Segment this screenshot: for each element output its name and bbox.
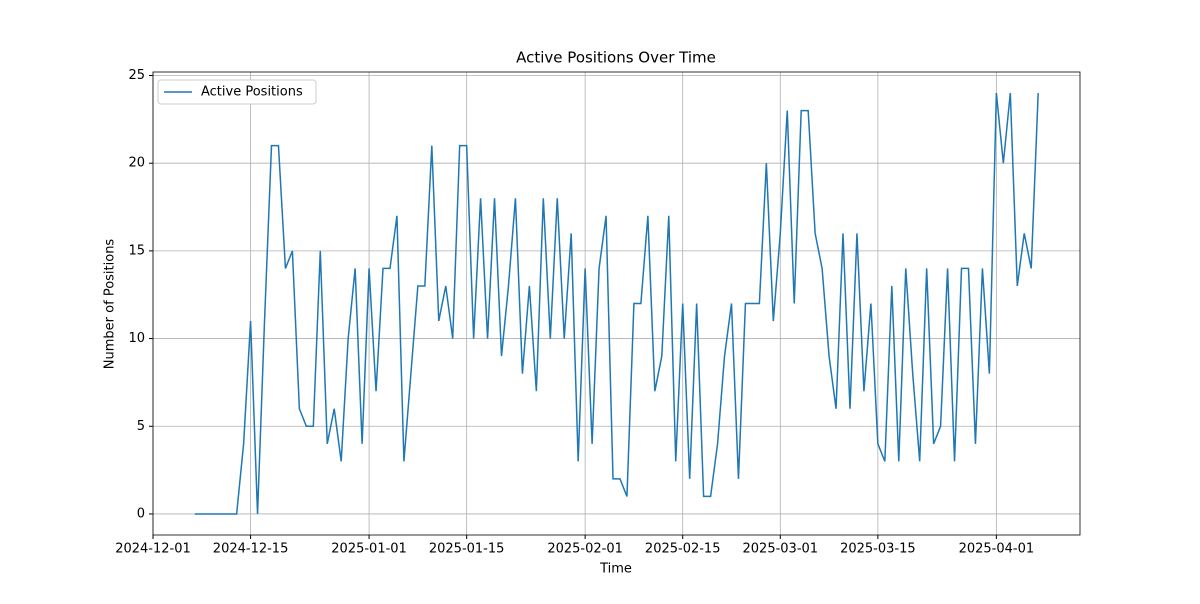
legend-box xyxy=(157,79,317,105)
x-tick-label: 2025-01-15 xyxy=(429,542,505,557)
x-tick-label: 2025-03-01 xyxy=(743,542,819,557)
y-tick-label: 10 xyxy=(128,331,145,346)
x-tick-label: 2025-02-01 xyxy=(547,542,623,557)
x-tick-label: 2025-03-15 xyxy=(840,542,916,557)
x-tick-label: 2024-12-15 xyxy=(213,542,289,557)
y-tick-label: 15 xyxy=(128,243,145,258)
legend-label: Active Positions xyxy=(201,85,303,100)
y-tick-label: 25 xyxy=(128,68,145,83)
x-axis-label: Time xyxy=(599,562,632,577)
x-tick-label: 2024-12-01 xyxy=(115,542,191,557)
y-tick-label: 20 xyxy=(128,156,145,171)
x-tick-label: 2025-01-01 xyxy=(331,542,407,557)
x-tick-label: 2025-04-01 xyxy=(959,542,1035,557)
y-tick-label: 0 xyxy=(137,506,145,521)
y-tick-label: 5 xyxy=(137,419,145,434)
plot-frame xyxy=(152,71,1081,536)
data-line xyxy=(194,92,1039,515)
x-tick-label: 2025-02-15 xyxy=(645,542,721,557)
chart-title: Active Positions Over Time xyxy=(516,49,716,67)
y-axis-label: Number of Positions xyxy=(103,239,118,370)
